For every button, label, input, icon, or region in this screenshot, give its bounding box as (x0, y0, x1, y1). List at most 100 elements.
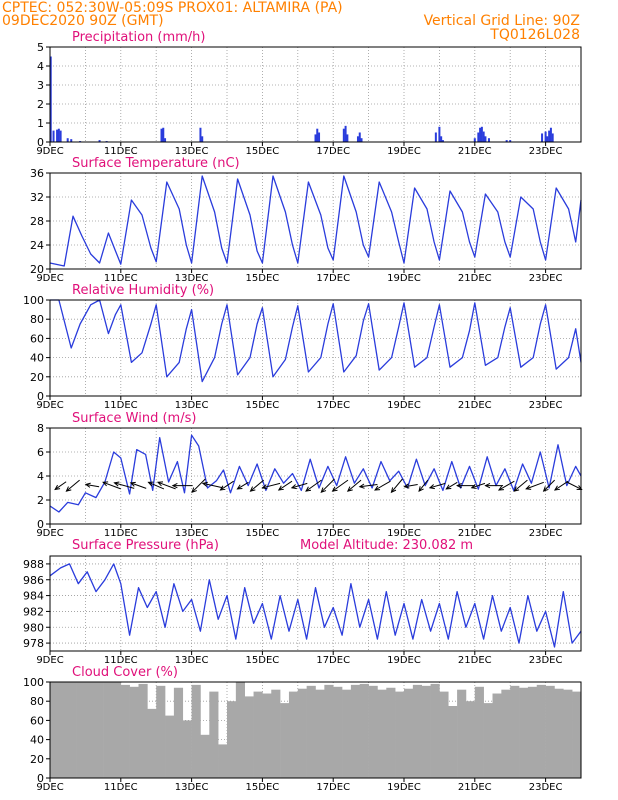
y-tick-label: 0 (37, 518, 44, 531)
wind-arrow (290, 482, 308, 490)
x-tick-label: 15DEC (246, 400, 280, 411)
wind-arrow-shaft (262, 482, 281, 489)
precip-bar (358, 132, 361, 142)
y-tick-label: 0 (37, 772, 44, 785)
panel-frame (49, 427, 582, 525)
wind-arrow-shaft (191, 478, 206, 493)
cloud-bar (129, 686, 139, 778)
wind-arrow-head (470, 483, 477, 489)
x-tick-label: 11DEC (104, 400, 138, 411)
title-cloud-cover: Cloud Cover (%) (72, 665, 178, 680)
precip-bar (505, 140, 508, 142)
cloud-bar (218, 744, 228, 778)
wind-arrow-head (249, 486, 256, 492)
wind-arrow (565, 481, 583, 490)
wind-arrow (171, 482, 193, 489)
cloud-bar (280, 703, 290, 778)
wind-arrow-shaft (391, 478, 403, 493)
wind-arrow-shaft (157, 481, 176, 490)
y-tick-label: 32 (30, 191, 44, 204)
y-tick-label: 5 (37, 41, 44, 54)
wind-arrow-head (525, 484, 532, 490)
wind-arrow (236, 481, 249, 490)
wind-arrow-shaft (202, 482, 223, 489)
precip-bar (360, 138, 363, 142)
wind-arrow-shaft (543, 479, 555, 492)
wind-arrow (320, 478, 335, 494)
wind-arrow (418, 479, 429, 492)
cloud-bar (492, 693, 502, 778)
precip-bar (441, 140, 444, 142)
precip-bar (56, 129, 59, 142)
x-tick-label: 15DEC (246, 146, 280, 157)
cloud-bar (554, 688, 564, 778)
cloud-bar (465, 701, 476, 778)
x-tick-label: 13DEC (175, 273, 209, 284)
x-tick-label: 17DEC (316, 655, 350, 666)
wind-arrow-head (390, 487, 397, 494)
y-tick-label: 100 (23, 676, 44, 689)
cloud-bar (448, 706, 458, 778)
wind-arrow-shaft (220, 480, 234, 491)
x-tick-label: 9DEC (36, 655, 63, 666)
wind-arrow (261, 482, 281, 490)
wind-arrow (305, 479, 322, 492)
series-line-wind (49, 434, 582, 513)
x-tick-label: 17DEC (316, 782, 350, 793)
series-line-rh (50, 299, 582, 383)
x-tick-label: 19DEC (387, 655, 421, 666)
x-tick-label: 15DEC (246, 655, 280, 666)
panel-frame (49, 555, 582, 652)
y-tick-label: 984 (23, 590, 44, 603)
wind-arrow-head (497, 485, 504, 491)
precip-bar (70, 139, 73, 142)
precip-bar (66, 138, 69, 142)
wind-arrow (219, 480, 234, 491)
cloud-bar (315, 689, 325, 778)
wind-arrow (102, 481, 121, 490)
wind-arrow (277, 480, 293, 491)
wind-arrow-shaft (513, 479, 528, 492)
wind-arrow-head (513, 486, 520, 492)
wind-arrow-shaft (102, 481, 121, 490)
wind-arrow-head (156, 481, 164, 487)
x-tick-label: 15DEC (246, 273, 280, 284)
cloud-bar (572, 691, 582, 778)
wind-arrow-shaft (305, 479, 322, 492)
wind-arrow-head (277, 485, 284, 491)
x-tick-label: 23DEC (529, 782, 563, 793)
cloud-bar (147, 708, 157, 778)
cloud-bar (67, 682, 77, 778)
precip-bar (548, 130, 551, 142)
wind-arrow (201, 481, 223, 489)
wind-arrow (84, 482, 100, 488)
y-tick-label: 6 (37, 446, 44, 459)
wind-arrow-shaft (359, 484, 378, 488)
x-tick-label: 13DEC (175, 782, 209, 793)
wind-arrow (553, 480, 569, 491)
wind-arrow-shaft (148, 481, 165, 490)
cloud-bar (439, 691, 449, 778)
cloud-bar (386, 687, 396, 778)
wind-arrow-head (102, 481, 109, 487)
wind-arrow (358, 483, 378, 489)
cloud-bar (288, 691, 299, 778)
wind-arrow-head (191, 487, 197, 494)
y-tick-label: 20 (30, 263, 44, 276)
wind-arrow-shaft (347, 479, 362, 492)
x-tick-label: 23DEC (529, 273, 563, 284)
title-temperature: Surface Temperature (nC) (72, 156, 240, 171)
wind-arrow-head (346, 486, 353, 492)
x-tick-label: 13DEC (175, 528, 209, 539)
precip-bar (479, 127, 482, 142)
precip-bar (314, 134, 317, 142)
wind-arrow (390, 478, 403, 494)
wind-arrow (456, 482, 475, 489)
y-tick-label: 980 (23, 621, 44, 634)
wind-arrow-head (236, 484, 243, 490)
wind-arrow-shaft (471, 482, 486, 489)
wind-arrow (445, 481, 458, 490)
y-tick-label: 986 (23, 574, 44, 587)
precip-bar (57, 128, 60, 142)
cloud-bar (545, 685, 555, 778)
